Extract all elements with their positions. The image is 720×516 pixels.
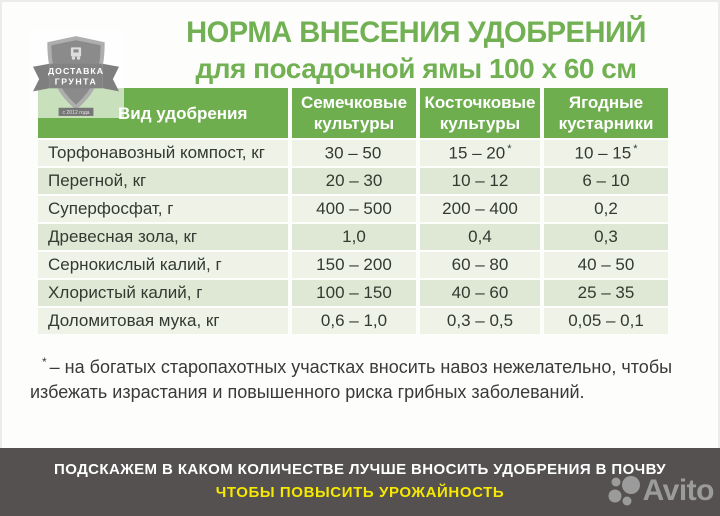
ribbon-band — [49, 63, 103, 89]
value-cell: 0,2 — [544, 196, 668, 222]
bottom-banner: ПОДСКАЖЕМ В КАКОМ КОЛИЧЕСТВЕ ЛУЧШЕ ВНОСИ… — [0, 448, 720, 516]
fertilizer-name: Древесная зола, кг — [38, 224, 288, 250]
value-cell: 200 – 400 — [420, 196, 540, 222]
company-logo-badge: ДОСТАВКА ГРУНТА с 2012 года — [28, 30, 124, 118]
value-cell: 0,3 — [544, 224, 668, 250]
value-cell: 60 – 80 — [420, 252, 540, 278]
table-row: Древесная зола, кг 1,0 0,4 0,3 — [38, 224, 668, 250]
title-line2: для посадочной ямы 100 х 60 см — [195, 53, 637, 84]
page-title: НОРМА ВНЕСЕНИЯ УДОБРЕНИЙ для посадочной … — [138, 16, 694, 85]
value-cell: 40 – 50 — [544, 252, 668, 278]
value-cell: 0,4 — [420, 224, 540, 250]
table-row: Доломитовая мука, кг 0,6 – 1,0 0,3 – 0,5… — [38, 308, 668, 334]
logo-tagline: с 2012 года — [62, 110, 89, 116]
table-row: Суперфосфат, г 400 – 500 200 – 400 0,2 — [38, 196, 668, 222]
fertilizer-name: Перегной, кг — [38, 168, 288, 194]
fertilizer-name: Доломитовая мука, кг — [38, 308, 288, 334]
value-cell: 30 – 50 — [292, 140, 416, 166]
ribbon-right — [102, 63, 119, 92]
value-cell: 100 – 150 — [292, 280, 416, 306]
footnote-text: – на богатых старопахотных участках внос… — [30, 357, 673, 402]
footnote: * – на богатых старопахотных участках вно… — [30, 350, 698, 405]
tagline-ribbon — [58, 107, 94, 116]
logo-text-line2: ГРУНТА — [55, 77, 98, 87]
value-cell: 10 – 15 * — [544, 140, 668, 166]
table-row: Перегной, кг 20 – 30 10 – 12 6 – 10 — [38, 168, 668, 194]
table-row: Торфонавозный компост, кг 30 – 50 15 – 2… — [38, 140, 668, 166]
value-cell: 10 – 12 — [420, 168, 540, 194]
avito-wordmark: Avito — [642, 474, 715, 507]
table-row: Сернокислый калий, г 150 – 200 60 – 80 4… — [38, 252, 668, 278]
shield-badge-icon: ДОСТАВКА ГРУНТА с 2012 года — [33, 36, 119, 116]
header-pome-crops: Семечковые культуры — [292, 88, 416, 138]
fertilizer-name: Торфонавозный компост, кг — [38, 140, 288, 166]
logo-text-line1: ДОСТАВКА — [48, 66, 104, 76]
header-berry-shrubs: Ягодные кустарники — [544, 88, 668, 138]
fertilizer-name: Суперфосфат, г — [38, 196, 288, 222]
value-cell: 1,0 — [292, 224, 416, 250]
footnote-marker: * — [42, 355, 47, 369]
fertilizer-name: Хлористый калий, г — [38, 280, 288, 306]
table-header-row: Вид удобрения Семечковые культуры Косточ… — [38, 88, 668, 138]
value-cell: 25 – 35 — [544, 280, 668, 306]
fertilizer-table: Вид удобрения Семечковые культуры Косточ… — [34, 86, 672, 336]
value-cell: 150 – 200 — [292, 252, 416, 278]
banner-line2: ЧТОБЫ ПОВЫСИТЬ УРОЖАЙНОСТЬ — [215, 484, 505, 501]
title-line1: НОРМА ВНЕСЕНИЯ УДОБРЕНИЙ — [186, 16, 646, 49]
truck-icon — [70, 47, 82, 60]
value-cell: 40 – 60 — [420, 280, 540, 306]
header-stone-crops: Косточковые культуры — [420, 88, 540, 138]
value-cell: 0,05 – 0,1 — [544, 308, 668, 334]
value-cell: 15 – 20 * — [420, 140, 540, 166]
value-cell: 6 – 10 — [544, 168, 668, 194]
value-cell: 0,6 – 1,0 — [292, 308, 416, 334]
value-cell: 400 – 500 — [292, 196, 416, 222]
value-cell: 20 – 30 — [292, 168, 416, 194]
avito-bubbles-icon — [608, 476, 640, 506]
value-cell: 0,3 – 0,5 — [420, 308, 540, 334]
banner-line1: ПОДСКАЖЕМ В КАКОМ КОЛИЧЕСТВЕ ЛУЧШЕ ВНОСИ… — [54, 461, 666, 478]
ribbon-left — [33, 63, 50, 92]
avito-logo: Avito — [607, 474, 715, 508]
table-row: Хлористый калий, г 100 – 150 40 – 60 25 … — [38, 280, 668, 306]
fertilizer-name: Сернокислый калий, г — [38, 252, 288, 278]
